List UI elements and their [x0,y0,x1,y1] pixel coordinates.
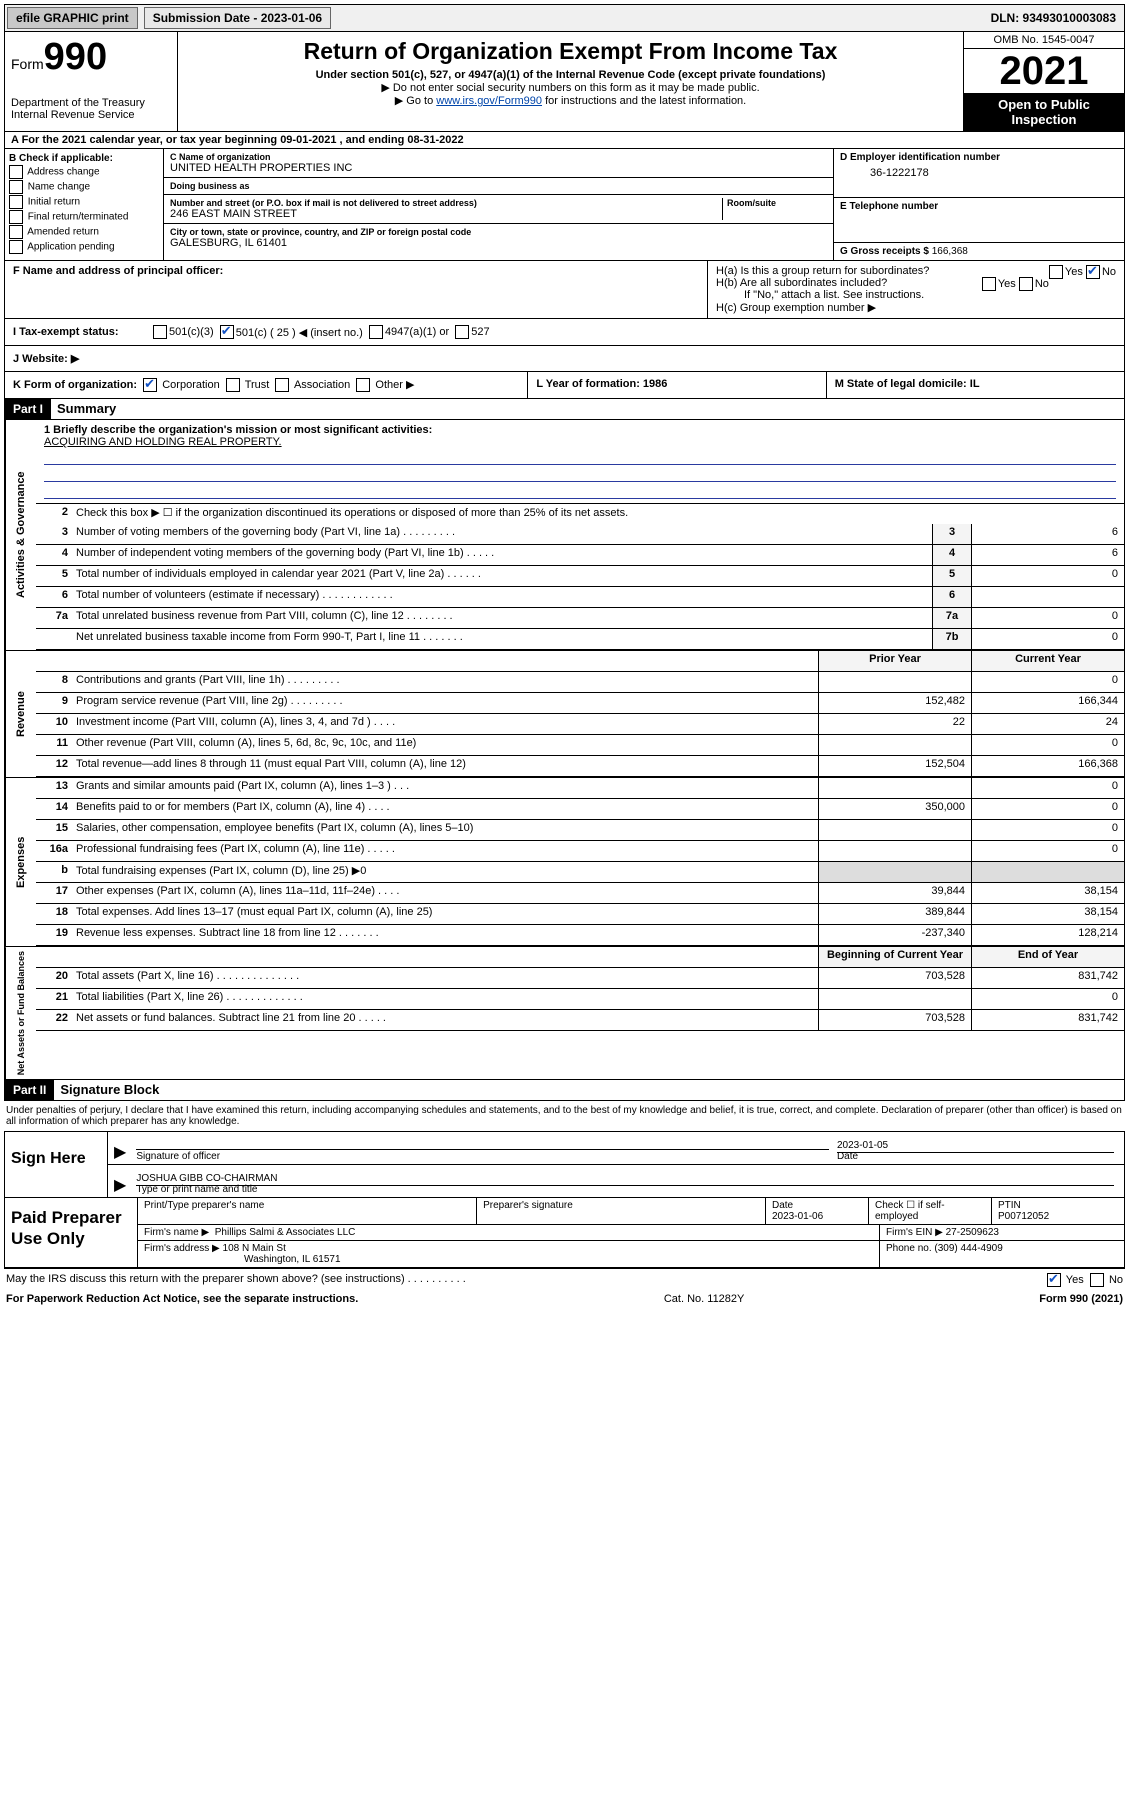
arrow-icon: ▶ [114,1142,126,1162]
phone-cell: E Telephone number [834,198,1124,243]
summary-line: 21Total liabilities (Part X, line 26) . … [36,989,1124,1010]
col-boy: Beginning of Current Year [818,947,971,967]
summary-line: 14Benefits paid to or for members (Part … [36,799,1124,820]
cb-amended[interactable]: Amended return [9,225,159,239]
instructions-link-line: ▶ Go to www.irs.gov/Form990 for instruct… [186,94,955,107]
cb-initial-return[interactable]: Initial return [9,195,159,209]
row-f-h: F Name and address of principal officer:… [4,261,1125,319]
summary-line: Net unrelated business taxable income fr… [36,629,1124,650]
sign-here-block: Sign Here ▶ Signature of officer 2023-01… [4,1132,1125,1198]
form-number: Form990 [11,36,171,79]
city-cell: City or town, state or province, country… [164,224,833,252]
page-footer: For Paperwork Reduction Act Notice, see … [4,1291,1125,1307]
cb-final-return[interactable]: Final return/terminated [9,210,159,224]
part-ii-header: Part IISignature Block [4,1080,1125,1101]
summary-line: 13Grants and similar amounts paid (Part … [36,778,1124,799]
submission-date: Submission Date - 2023-01-06 [144,7,331,29]
entity-block: B Check if applicable: Address change Na… [4,149,1125,261]
arrow-icon: ▶ [114,1175,126,1195]
firm-ein: Firm's EIN ▶ 27-2509623 [880,1225,1124,1240]
discuss-with-preparer: May the IRS discuss this return with the… [4,1268,1125,1291]
summary-line: 10Investment income (Part VIII, column (… [36,714,1124,735]
line-2: Check this box ▶ ☐ if the organization d… [72,504,1124,524]
omb-number: OMB No. 1545-0047 [964,32,1124,49]
summary-line: 22Net assets or fund balances. Subtract … [36,1010,1124,1031]
summary-line: 20Total assets (Part X, line 16) . . . .… [36,968,1124,989]
row-i: I Tax-exempt status: 501(c)(3) 501(c) ( … [4,319,1125,346]
open-to-public: Open to Public Inspection [964,93,1124,131]
signature-of-officer-label: Signature of officer [136,1149,829,1162]
summary-line: 3Number of voting members of the governi… [36,524,1124,545]
row-j: J Website: ▶ [4,346,1125,372]
summary-line: 6Total number of volunteers (estimate if… [36,587,1124,608]
sign-date: 2023-01-05Date [837,1152,1114,1162]
mission-block: 1 Briefly describe the organization's mi… [36,420,1124,504]
line-l: L Year of formation: 1986 [527,372,825,398]
vtab-net-assets: Net Assets or Fund Balances [5,947,36,1079]
ein-cell: D Employer identification number 36-1222… [834,149,1124,198]
line-a-tax-year: A For the 2021 calendar year, or tax yea… [4,132,1125,149]
summary-line: 8Contributions and grants (Part VIII, li… [36,672,1124,693]
col-eoy: End of Year [971,947,1124,967]
dln: DLN: 93493010003083 [991,11,1122,25]
line-hc: H(c) Group exemption number ▶ [716,301,1116,314]
dba-cell: Doing business as [164,178,833,195]
ptin: PTINP00712052 [992,1198,1124,1224]
row-k: K Form of organization: Corporation Trus… [4,372,1125,399]
firm-name: Firm's name ▶ Phillips Salmi & Associate… [138,1225,880,1240]
summary-line: 7aTotal unrelated business revenue from … [36,608,1124,629]
efile-print-button[interactable]: efile GRAPHIC print [7,7,138,29]
cb-address-change[interactable]: Address change [9,165,159,179]
tax-year: 2021 [964,49,1124,93]
cb-app-pending[interactable]: Application pending [9,240,159,254]
preparer-name-h: Print/Type preparer's name [138,1198,477,1224]
summary-line: 19Revenue less expenses. Subtract line 1… [36,925,1124,946]
vtab-revenue: Revenue [5,651,36,777]
officer-name-title: JOSHUA GIBB CO-CHAIRMAN Type or print na… [136,1185,1114,1195]
summary-line: 12Total revenue—add lines 8 through 11 (… [36,756,1124,777]
summary-line: 16aProfessional fundraising fees (Part I… [36,841,1124,862]
sign-here-label: Sign Here [5,1132,108,1197]
irs-label: Internal Revenue Service [11,109,171,121]
line-ha: H(a) Is this a group return for subordin… [716,265,1116,277]
form990-link[interactable]: www.irs.gov/Form990 [436,95,542,107]
col-current-year: Current Year [971,651,1124,671]
line-f: F Name and address of principal officer: [13,265,699,277]
line-m: M State of legal domicile: IL [826,372,1124,398]
summary-line: 17Other expenses (Part IX, column (A), l… [36,883,1124,904]
summary-line: 9Program service revenue (Part VIII, lin… [36,693,1124,714]
gross-receipts-cell: G Gross receipts $ 166,368 [834,243,1124,260]
firm-phone: Phone no. (309) 444-4909 [880,1241,1124,1267]
ssn-note: ▶ Do not enter social security numbers o… [186,81,955,94]
firm-address: Firm's address ▶ 108 N Main St Washingto… [138,1241,880,1267]
form-title: Return of Organization Exempt From Incom… [186,38,955,65]
col-prior-year: Prior Year [818,651,971,671]
address-cell: Number and street (or P.O. box if mail i… [164,195,833,224]
summary-line: 15Salaries, other compensation, employee… [36,820,1124,841]
summary-line: 11Other revenue (Part VIII, column (A), … [36,735,1124,756]
col-b-checkboxes: B Check if applicable: Address change Na… [5,149,164,260]
vtab-expenses: Expenses [5,778,36,946]
summary-line: 4Number of independent voting members of… [36,545,1124,566]
part-i-header: Part ISummary [4,399,1125,420]
summary-line: 5Total number of individuals employed in… [36,566,1124,587]
form-header: Form990 Department of the Treasury Inter… [4,32,1125,132]
self-employed-check[interactable]: Check ☐ if self-employed [869,1198,992,1224]
perjury-statement: Under penalties of perjury, I declare th… [4,1101,1125,1132]
top-bar: efile GRAPHIC print Submission Date - 20… [4,4,1125,32]
line-hb-note: If "No," attach a list. See instructions… [716,289,1116,301]
vtab-governance: Activities & Governance [5,420,36,650]
paid-preparer-block: Paid Preparer Use Only Print/Type prepar… [4,1198,1125,1268]
preparer-sig-h: Preparer's signature [477,1198,766,1224]
form-subtitle: Under section 501(c), 527, or 4947(a)(1)… [186,69,955,81]
cb-name-change[interactable]: Name change [9,180,159,194]
summary-line: 18Total expenses. Add lines 13–17 (must … [36,904,1124,925]
org-name-cell: C Name of organization UNITED HEALTH PRO… [164,149,833,178]
dept-treasury: Department of the Treasury [11,97,171,109]
paid-preparer-label: Paid Preparer Use Only [5,1198,138,1267]
preparer-date: Date2023-01-06 [766,1198,869,1224]
summary-line: bTotal fundraising expenses (Part IX, co… [36,862,1124,883]
